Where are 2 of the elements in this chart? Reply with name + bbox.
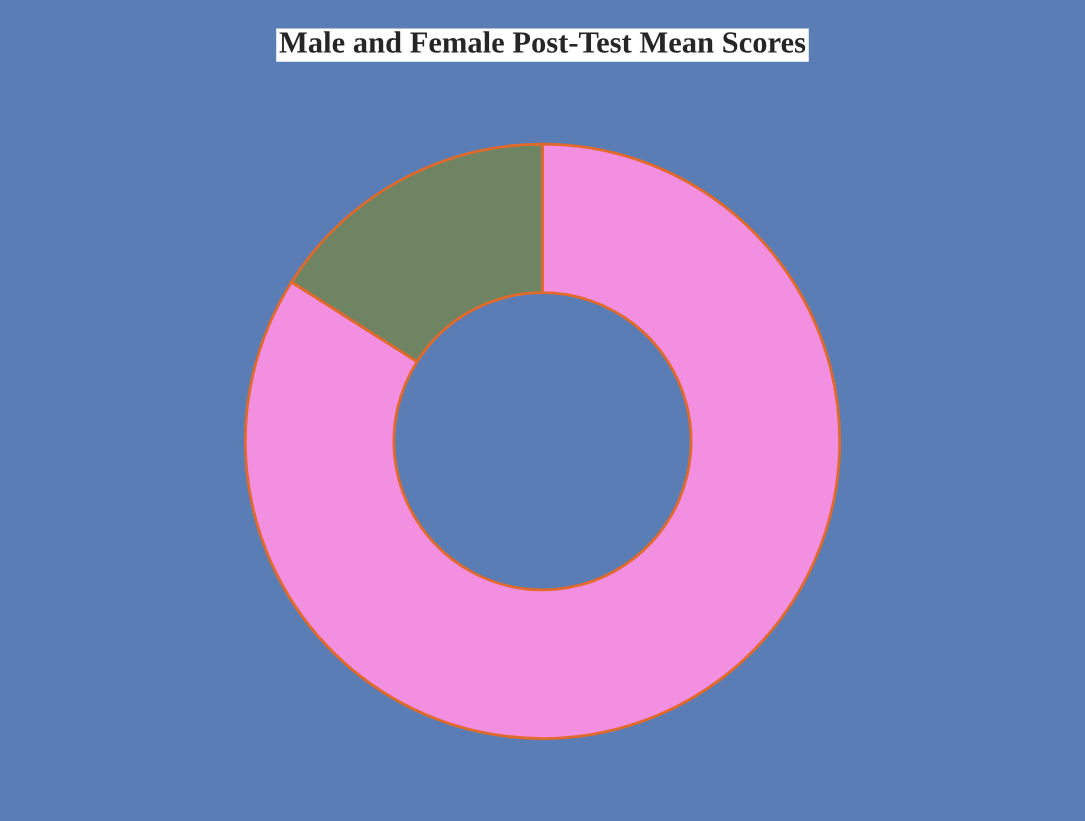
- chart-title: Male and Female Post-Test Mean Scores: [279, 31, 806, 53]
- donut-slice: [243, 142, 842, 740]
